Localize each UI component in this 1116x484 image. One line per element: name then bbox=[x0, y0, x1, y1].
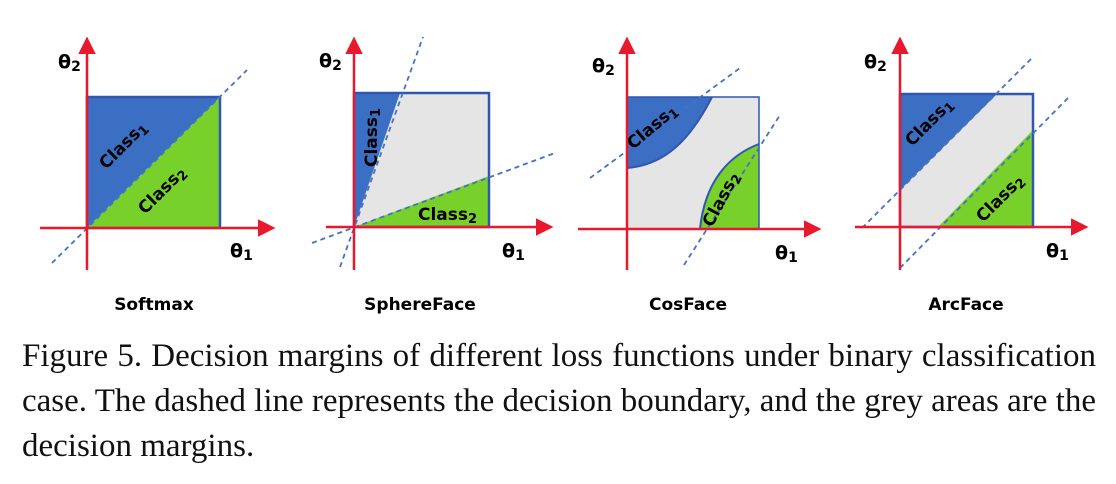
decision-boundary-2 bbox=[311, 152, 556, 244]
class2-region bbox=[938, 130, 1033, 227]
panel-sphereface: θ2 θ1 Class1 Class2 SphereFace bbox=[311, 36, 556, 315]
panel-arcface: θ2 θ1 Class1 Class2 ArcFace bbox=[855, 36, 1089, 315]
theta1-label: θ1 bbox=[502, 240, 525, 264]
decision-boundary-2 bbox=[899, 95, 1071, 269]
figure-caption: Figure 5. Decision margins of different … bbox=[22, 338, 1096, 464]
panel-title-softmax: Softmax bbox=[114, 295, 194, 315]
theta1-label: θ1 bbox=[230, 240, 253, 264]
theta2-label: θ2 bbox=[864, 51, 887, 75]
class2-boundary bbox=[699, 143, 760, 230]
decision-boundary-1 bbox=[589, 67, 741, 179]
theta2-label: θ2 bbox=[319, 50, 342, 74]
class1-region bbox=[354, 93, 400, 227]
decision-boundary-1 bbox=[861, 56, 1034, 229]
panel-cosface: θ2 θ1 Class1 Class2 CosFace bbox=[578, 36, 822, 315]
class1-label: Class1 bbox=[362, 108, 384, 167]
theta1-label: θ1 bbox=[775, 242, 798, 266]
class1-boundary bbox=[626, 96, 713, 169]
loss-decision-margin-figure: θ2 θ1 Class1 Class2 Softmax θ2 θ1 Class1… bbox=[40, 36, 1089, 315]
theta2-label: θ2 bbox=[592, 55, 615, 79]
decision-boundary bbox=[51, 69, 248, 264]
panel-title-arcface: ArcFace bbox=[928, 295, 1003, 315]
decision-boundary-2 bbox=[683, 114, 781, 266]
panel-title-sphereface: SphereFace bbox=[364, 295, 476, 315]
theta2-label: θ2 bbox=[58, 51, 81, 75]
panel-title-cosface: CosFace bbox=[649, 295, 727, 315]
class2-region bbox=[700, 144, 759, 229]
class2-label: Class2 bbox=[418, 205, 477, 227]
panel-softmax: θ2 θ1 Class1 Class2 Softmax bbox=[40, 36, 276, 315]
class1-region bbox=[627, 97, 712, 168]
theta1-label: θ1 bbox=[1046, 240, 1069, 264]
